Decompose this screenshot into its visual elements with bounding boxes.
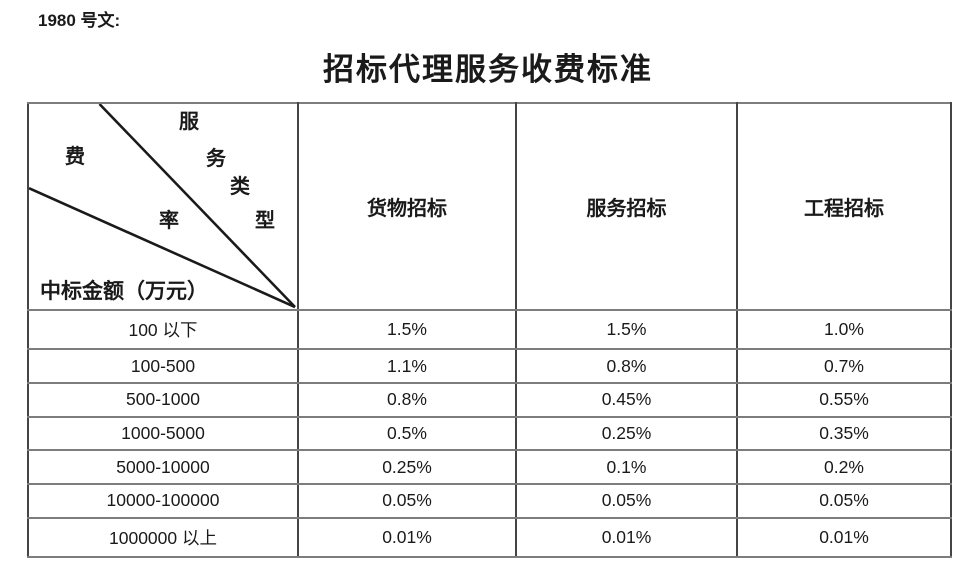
- corner-rate-char: 费: [65, 146, 85, 168]
- doc-number: 1980 号文:: [38, 11, 121, 30]
- table-row: 100 以下 1.5% 1.5% 1.0%: [27, 308, 952, 351]
- cell-range: 1000-5000: [27, 415, 299, 452]
- cell-range: 100 以下: [27, 308, 299, 351]
- cell-goods: 1.5%: [297, 308, 517, 351]
- cell-engineering: 0.05%: [736, 482, 952, 519]
- cell-goods: 1.1%: [297, 348, 517, 385]
- cell-range: 10000-100000: [27, 482, 299, 519]
- cell-goods: 0.01%: [297, 516, 517, 558]
- cell-goods: 0.25%: [297, 449, 517, 485]
- table-row: 100-500 1.1% 0.8% 0.7%: [27, 348, 952, 385]
- table-row: 5000-10000 0.25% 0.1% 0.2%: [27, 449, 952, 485]
- cell-service: 0.01%: [515, 516, 738, 558]
- cell-goods: 0.05%: [297, 482, 517, 519]
- table-row: 1000-5000 0.5% 0.25% 0.35%: [27, 415, 952, 452]
- corner-rate-char: 率: [159, 210, 179, 232]
- cell-engineering: 0.2%: [736, 449, 952, 485]
- cell-engineering: 1.0%: [736, 308, 952, 351]
- cell-service: 0.05%: [515, 482, 738, 519]
- column-header-service: 服务招标: [515, 102, 738, 311]
- cell-range: 5000-10000: [27, 449, 299, 485]
- cell-range: 1000000 以上: [27, 516, 299, 558]
- table-row: 1000000 以上 0.01% 0.01% 0.01%: [27, 516, 952, 558]
- table-corner-cell: 服 务 类 型 费 率 中标金额（万元）: [27, 102, 299, 311]
- corner-service-type-char: 务: [206, 148, 226, 170]
- column-header-engineering: 工程招标: [736, 102, 952, 311]
- corner-amount-label: 中标金额（万元）: [40, 279, 208, 303]
- cell-range: 500-1000: [27, 382, 299, 418]
- corner-service-type-char: 型: [255, 210, 275, 232]
- cell-service: 0.1%: [515, 449, 738, 485]
- cell-service: 0.25%: [515, 415, 738, 452]
- cell-engineering: 0.55%: [736, 382, 952, 418]
- table-header-row: 服 务 类 型 费 率 中标金额（万元） 货物招标 服务招标 工程招标: [27, 102, 952, 311]
- cell-service: 0.45%: [515, 382, 738, 418]
- cell-engineering: 0.01%: [736, 516, 952, 558]
- column-header-goods: 货物招标: [297, 102, 517, 311]
- table-row: 500-1000 0.8% 0.45% 0.55%: [27, 382, 952, 418]
- corner-service-type-char: 类: [230, 176, 250, 198]
- table-row: 10000-100000 0.05% 0.05% 0.05%: [27, 482, 952, 519]
- cell-engineering: 0.7%: [736, 348, 952, 385]
- cell-range: 100-500: [27, 348, 299, 385]
- fee-rate-table: 服 务 类 型 费 率 中标金额（万元） 货物招标 服务招标 工程招标 100 …: [27, 102, 952, 558]
- cell-engineering: 0.35%: [736, 415, 952, 452]
- cell-goods: 0.8%: [297, 382, 517, 418]
- corner-service-type-char: 服: [179, 111, 199, 133]
- page-title: 招标代理服务收费标准: [323, 52, 653, 87]
- cell-goods: 0.5%: [297, 415, 517, 452]
- cell-service: 1.5%: [515, 308, 738, 351]
- cell-service: 0.8%: [515, 348, 738, 385]
- corner-diagonal-lines-icon: [30, 105, 296, 308]
